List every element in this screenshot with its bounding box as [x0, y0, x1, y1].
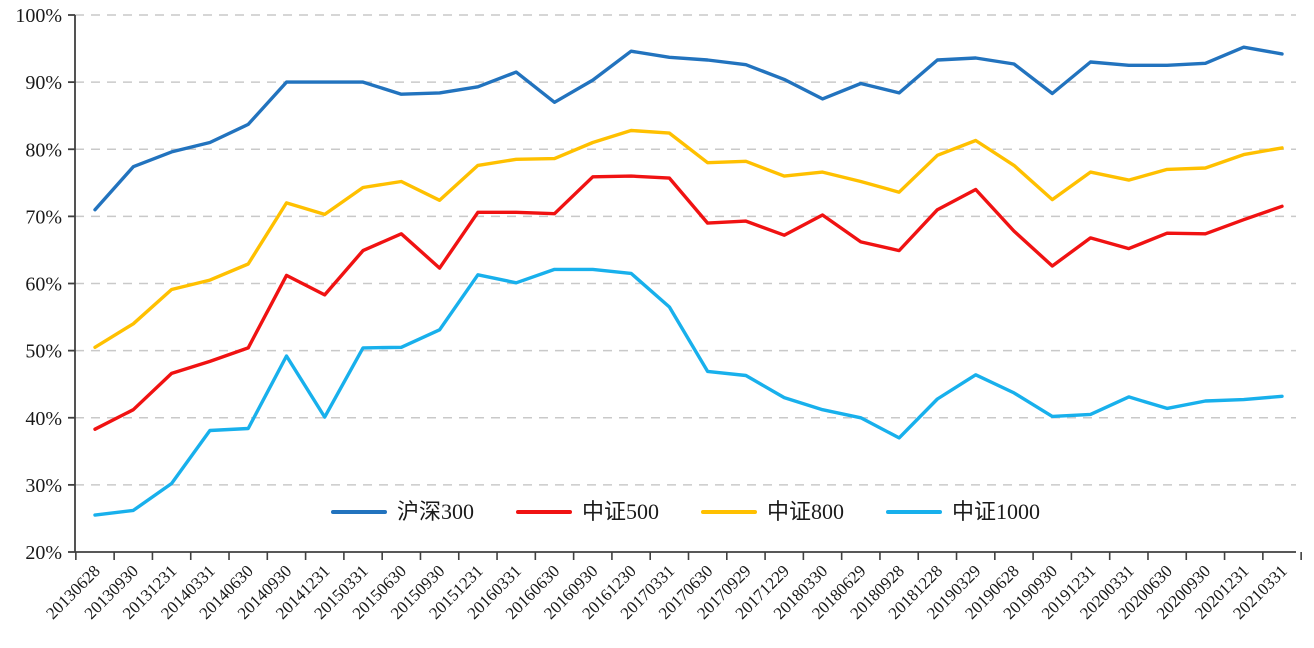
y-tick-label: 60% — [25, 274, 62, 296]
series-line-中证800 — [93, 128, 1284, 349]
y-tick-label: 50% — [25, 341, 62, 363]
y-axis-ticks — [68, 14, 75, 553]
x-axis-labels: 2013062820130930201312312014033120140630… — [42, 561, 1291, 623]
legend-label: 沪深300 — [396, 499, 474, 524]
legend-label: 中证500 — [581, 499, 659, 524]
y-tick-label: 40% — [25, 408, 62, 430]
y-axis-labels: 100% 90% 80% 70% 60% 50% 40% 30% 20% — [15, 5, 62, 564]
legend-item-中证1000: 中证1000 — [886, 501, 1040, 523]
y-tick-label: 80% — [25, 139, 62, 161]
y-tick-label: 70% — [25, 206, 62, 228]
y-tick-label: 100% — [15, 5, 62, 27]
legend: 沪深300 中证500 中证800 中证1000 — [75, 497, 1296, 527]
legend-swatch-icon — [701, 510, 757, 514]
legend-swatch-icon — [330, 510, 387, 514]
legend-item-沪深300: 沪深300 — [330, 499, 474, 524]
series-line-中证1000 — [93, 267, 1284, 517]
legend-swatch-icon — [515, 510, 572, 514]
legend-label: 中证1000 — [952, 499, 1041, 524]
legend-item-中证800: 中证800 — [701, 501, 844, 523]
legend-item-中证500: 中证500 — [515, 499, 659, 524]
legend-label: 中证800 — [767, 499, 845, 524]
series-lines — [93, 45, 1284, 517]
x-axis-ticks — [75, 552, 1302, 560]
gridlines — [75, 14, 1296, 486]
legend-swatch-icon — [886, 510, 943, 514]
y-tick-label: 20% — [25, 542, 62, 564]
series-line-沪深300 — [93, 45, 1284, 212]
y-tick-label: 30% — [25, 475, 62, 497]
series-line-中证500 — [93, 174, 1284, 431]
y-tick-label: 90% — [25, 72, 62, 94]
